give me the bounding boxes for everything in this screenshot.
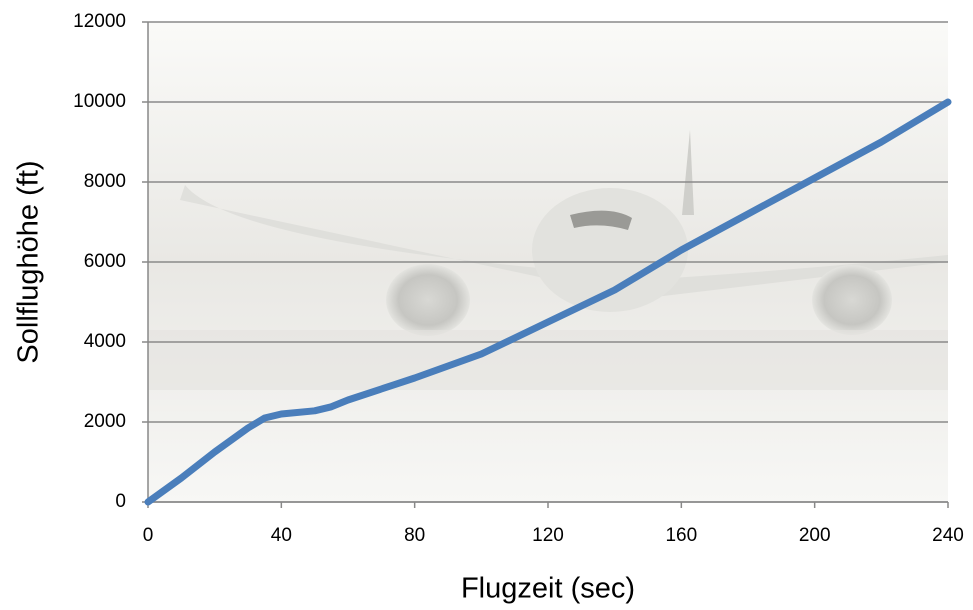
x-tick-label: 240 xyxy=(932,525,964,546)
y-tick-label: 10000 xyxy=(73,91,126,112)
y-tick-label: 0 xyxy=(115,491,126,512)
y-tick-label: 8000 xyxy=(84,171,126,192)
x-tick-label: 80 xyxy=(404,525,425,546)
y-tick-label: 2000 xyxy=(84,411,126,432)
x-axis-title: Flugzeit (sec) xyxy=(461,573,635,605)
y-tick-label: 4000 xyxy=(84,331,126,352)
x-tick-label: 0 xyxy=(143,525,154,546)
y-tick-label: 12000 xyxy=(73,11,126,32)
y-tick-label: 6000 xyxy=(84,251,126,272)
x-tick-label: 160 xyxy=(665,525,697,546)
x-tick-label: 200 xyxy=(799,525,831,546)
x-tick-label: 120 xyxy=(532,525,564,546)
x-tick-label: 40 xyxy=(271,525,292,546)
y-axis-title: Sollflughöhe (ft) xyxy=(13,160,45,363)
chart: Flugzeit (sec) Sollflughöhe (ft) 0200040… xyxy=(0,0,973,610)
